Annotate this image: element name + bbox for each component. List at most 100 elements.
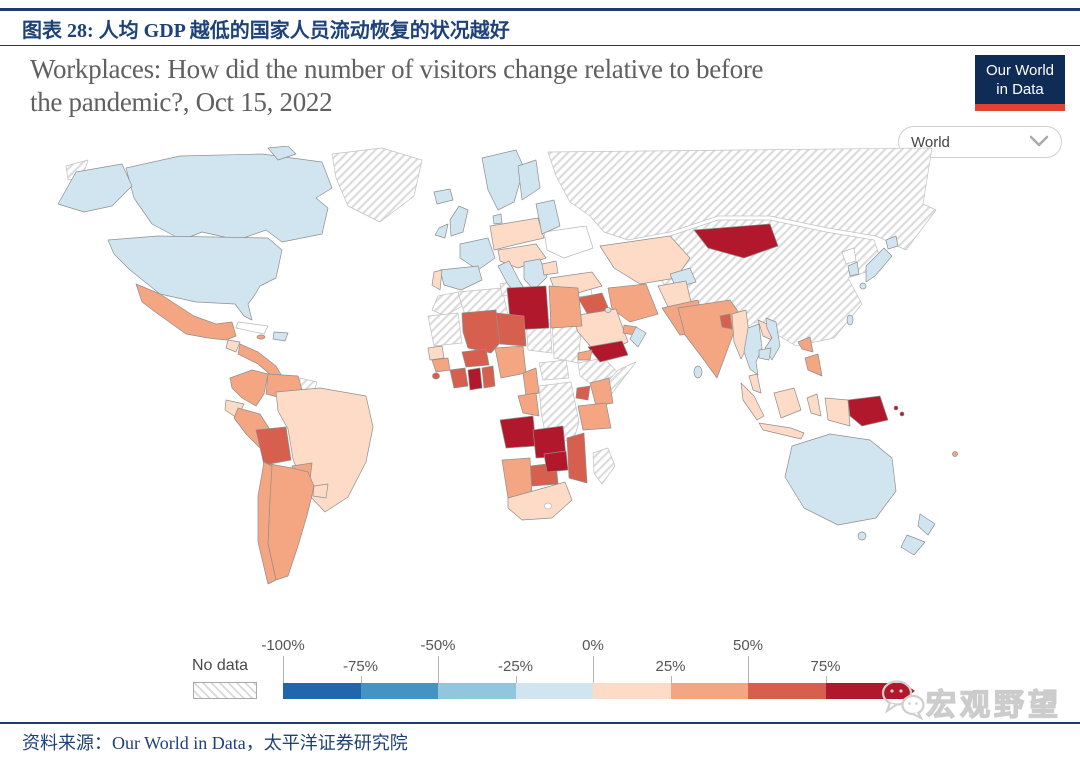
map-region[interactable]	[629, 326, 647, 348]
map-region[interactable]	[517, 159, 541, 201]
map-region[interactable]	[499, 415, 537, 449]
map-region[interactable]	[272, 331, 289, 342]
map-region[interactable]	[467, 367, 483, 391]
legend-segment	[825, 683, 915, 699]
map-region[interactable]	[693, 365, 703, 379]
map-region[interactable]	[677, 299, 743, 379]
map-region[interactable]	[857, 531, 867, 541]
owid-logo-line2: in Data	[996, 81, 1044, 98]
map-region[interactable]	[575, 385, 591, 401]
map-region[interactable]	[797, 336, 814, 353]
map-region[interactable]	[806, 393, 822, 417]
map-region[interactable]	[256, 334, 266, 340]
map-region[interactable]	[899, 411, 905, 417]
map-region[interactable]	[459, 237, 496, 271]
map-region[interactable]	[107, 235, 283, 321]
map-region[interactable]	[489, 217, 545, 251]
map-region[interactable]	[885, 235, 899, 250]
map-region[interactable]	[543, 450, 569, 473]
map-region[interactable]	[577, 402, 612, 431]
map-region[interactable]	[548, 285, 583, 329]
legend-tick-label: 0%	[582, 637, 604, 654]
map-region[interactable]	[125, 153, 333, 243]
map-region[interactable]	[449, 367, 469, 389]
map-region[interactable]	[432, 372, 440, 380]
map-region[interactable]	[917, 513, 936, 536]
map-region[interactable]	[847, 261, 860, 277]
map-region[interactable]	[257, 461, 277, 585]
map-region[interactable]	[433, 188, 454, 205]
map-region[interactable]	[804, 353, 823, 377]
watermark: 宏观野望	[880, 678, 1062, 725]
map-region[interactable]	[577, 349, 593, 361]
map-region[interactable]	[952, 451, 958, 457]
map-region[interactable]	[740, 382, 765, 421]
map-region[interactable]	[434, 223, 449, 239]
map-region[interactable]	[492, 213, 503, 225]
map-region[interactable]	[859, 282, 867, 290]
footer-divider	[0, 722, 1080, 724]
legend-tick-label: -50%	[420, 637, 456, 654]
map-region[interactable]	[494, 345, 527, 379]
map-region[interactable]	[758, 347, 772, 361]
map-region[interactable]	[427, 345, 445, 361]
map-region[interactable]	[507, 481, 573, 521]
map-region[interactable]	[865, 247, 893, 283]
map-region[interactable]	[566, 432, 588, 484]
map-region[interactable]	[592, 447, 616, 485]
map-region[interactable]	[235, 321, 269, 335]
map-region[interactable]	[743, 323, 763, 376]
map-region[interactable]	[225, 339, 241, 353]
map-region[interactable]	[547, 147, 937, 251]
map-region[interactable]	[255, 426, 292, 466]
map-region[interactable]	[481, 365, 496, 389]
map-region[interactable]	[719, 313, 733, 330]
map-region[interactable]	[229, 369, 269, 407]
map-region[interactable]	[587, 340, 629, 363]
map-region[interactable]	[312, 483, 329, 499]
map-region[interactable]	[693, 223, 779, 259]
map-region[interactable]	[135, 283, 237, 341]
map-region[interactable]	[501, 457, 533, 499]
map-region[interactable]	[893, 405, 899, 411]
map-region[interactable]	[522, 367, 540, 397]
map-region[interactable]	[481, 149, 525, 211]
map-region[interactable]	[543, 225, 594, 259]
map-region[interactable]	[431, 269, 443, 291]
map-region[interactable]	[461, 348, 490, 368]
map-region[interactable]	[439, 265, 483, 291]
map-region[interactable]	[331, 147, 423, 223]
map-region[interactable]	[847, 395, 889, 427]
map-region[interactable]	[461, 309, 501, 354]
map-region[interactable]	[773, 387, 802, 419]
map-region[interactable]	[449, 205, 469, 237]
map-region[interactable]	[841, 247, 857, 265]
map-region[interactable]	[604, 307, 612, 313]
map-region[interactable]	[589, 377, 614, 407]
map-region[interactable]	[535, 199, 561, 235]
map-region[interactable]	[758, 422, 805, 440]
map-region[interactable]	[607, 283, 659, 323]
map-region[interactable]	[57, 163, 133, 213]
map-region[interactable]	[824, 397, 851, 427]
map-region[interactable]	[846, 314, 854, 326]
top-rule	[0, 8, 1080, 11]
legend-tick-label: -75%	[342, 658, 379, 675]
map-region[interactable]	[748, 373, 762, 394]
map-region[interactable]	[900, 534, 926, 556]
map-region[interactable]	[541, 260, 559, 276]
map-region[interactable]	[495, 312, 527, 347]
map-region[interactable]	[523, 258, 548, 291]
map-region[interactable]	[427, 312, 463, 347]
map-region[interactable]	[431, 291, 463, 317]
map-region[interactable]	[544, 502, 552, 510]
map-region[interactable]	[267, 145, 297, 161]
map-region[interactable]	[267, 463, 315, 581]
map-region[interactable]	[538, 359, 570, 381]
map-region[interactable]	[784, 433, 897, 526]
map-region[interactable]	[275, 387, 374, 513]
map-region[interactable]	[431, 357, 451, 373]
legend-tick-line	[825, 676, 827, 683]
map-region[interactable]	[517, 392, 540, 417]
